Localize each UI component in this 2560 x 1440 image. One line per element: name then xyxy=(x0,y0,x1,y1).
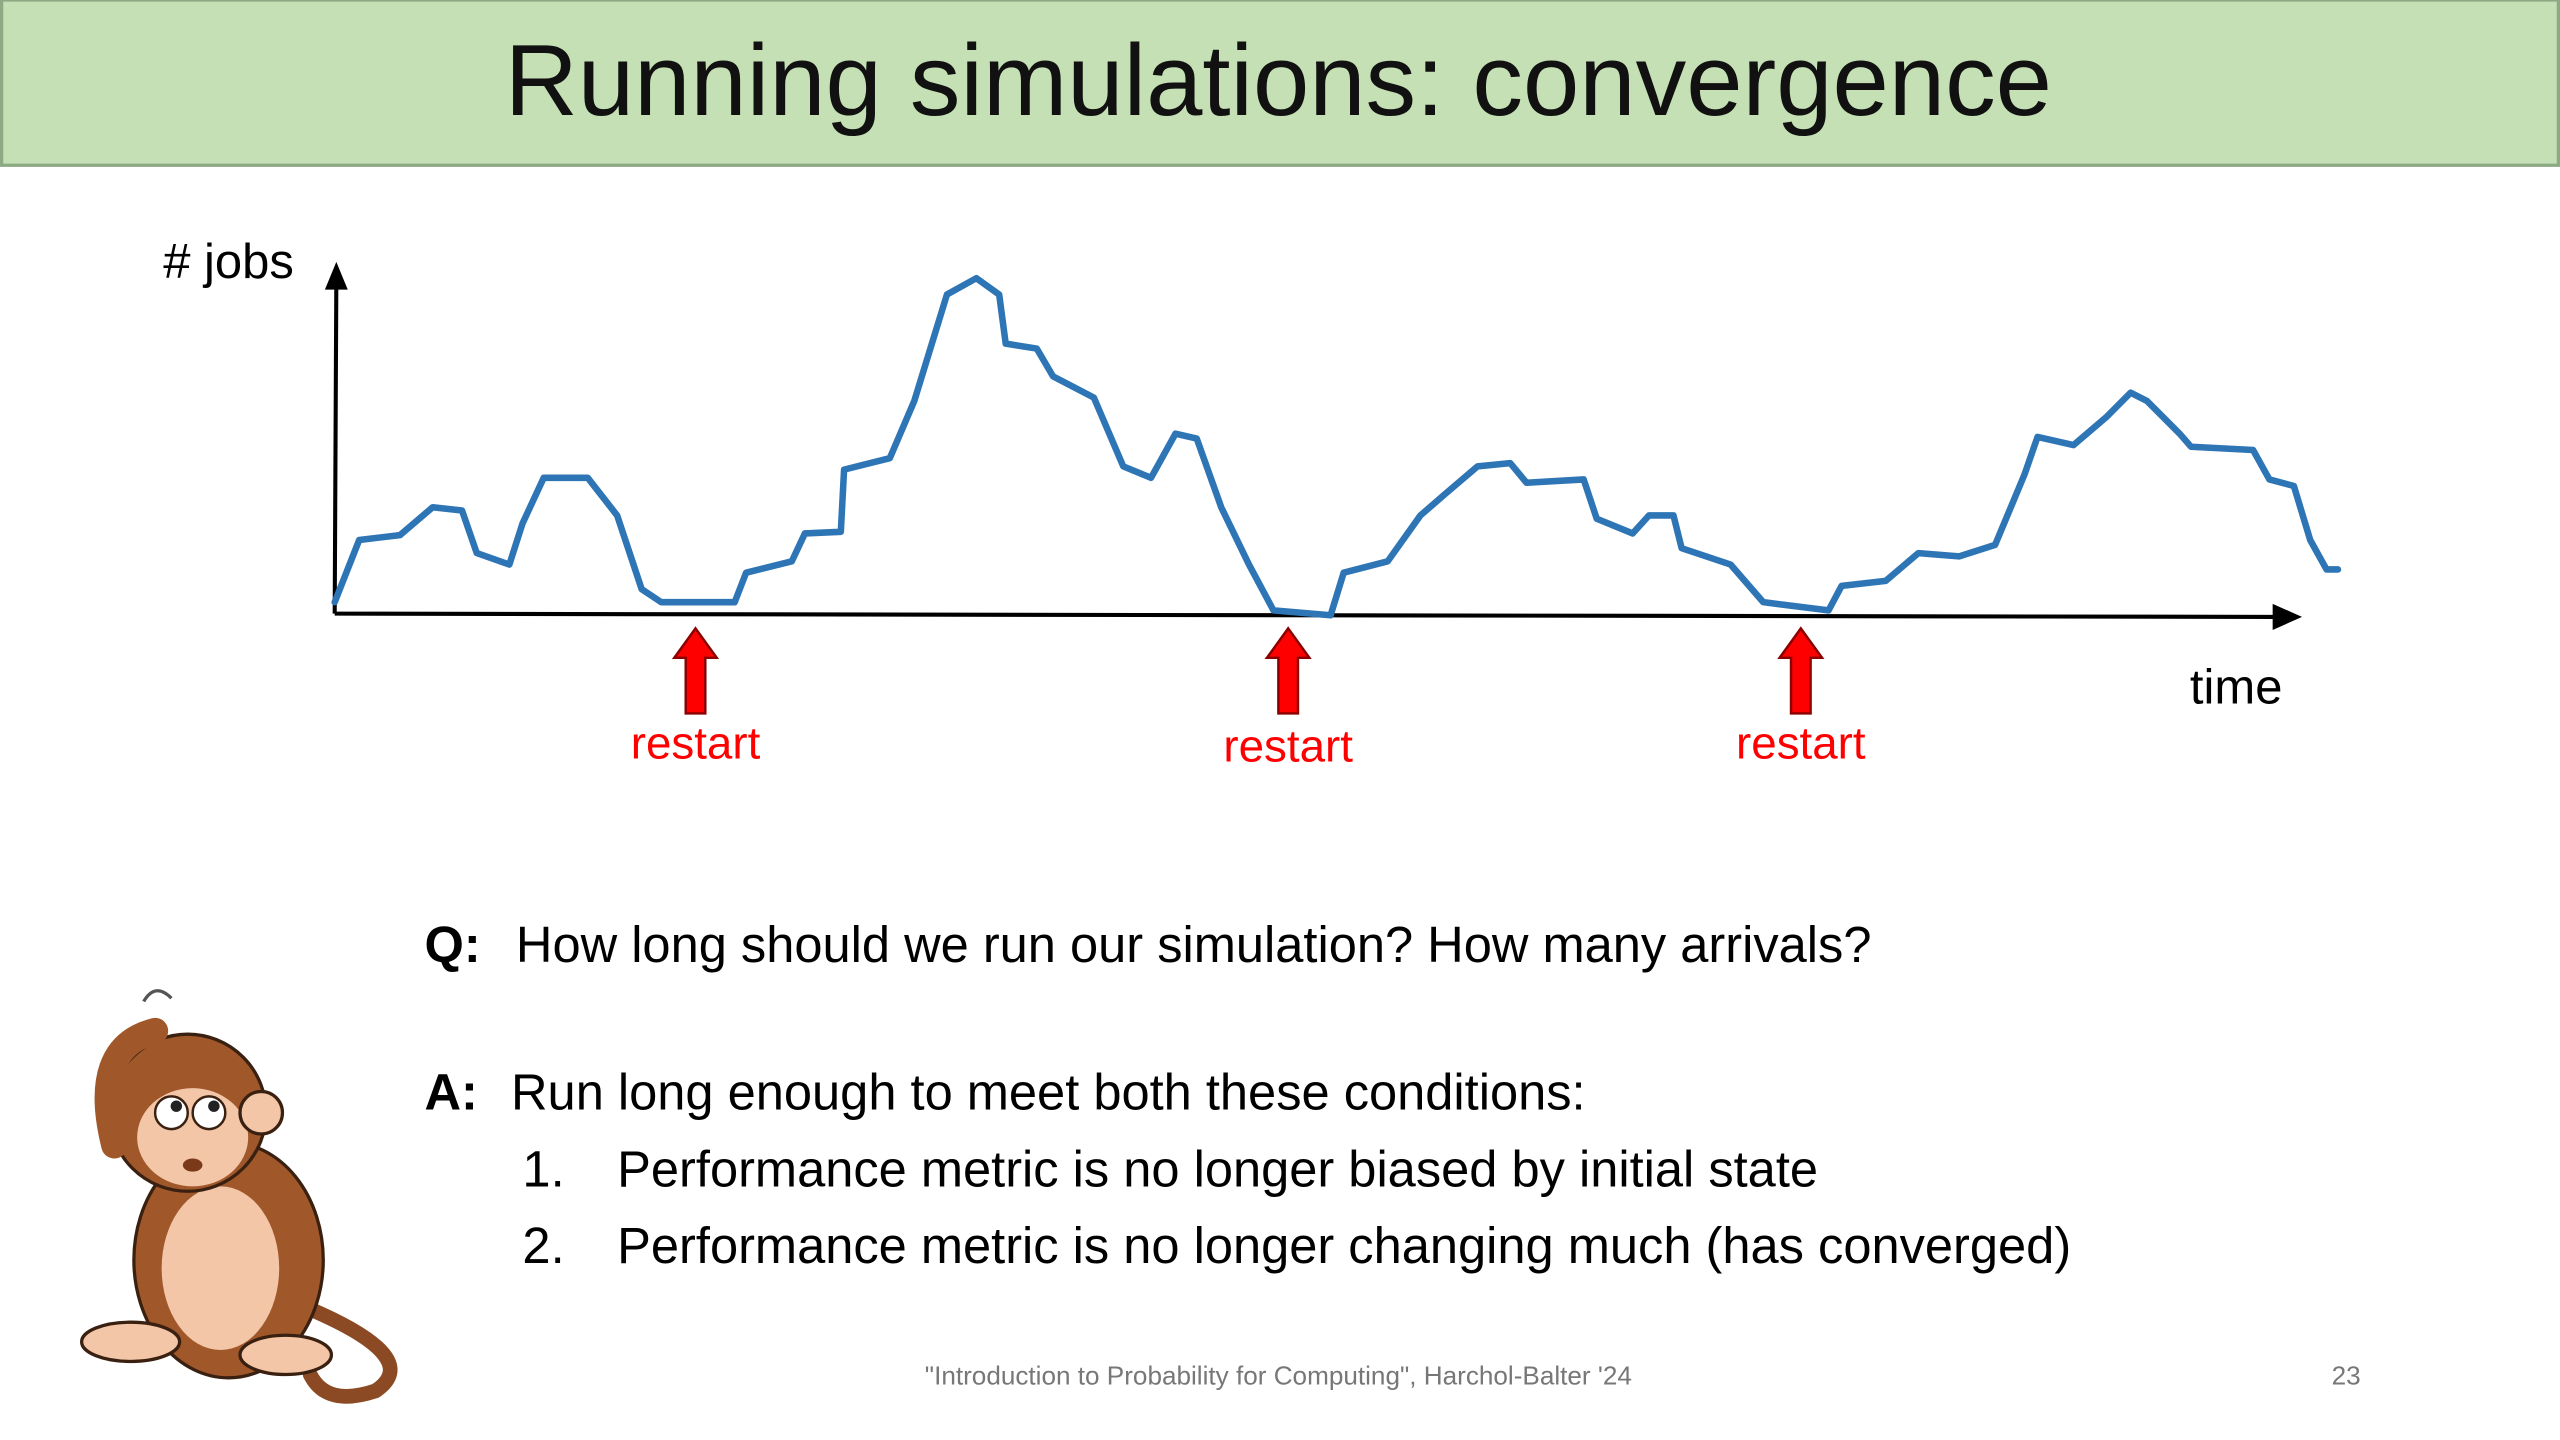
monkey-foot xyxy=(80,1320,182,1364)
restart-arrow xyxy=(1264,626,1312,715)
question-label: Q: xyxy=(424,916,480,973)
list-item: 2. Performance metric is no longer changi… xyxy=(522,1218,2071,1275)
restart-label: restart xyxy=(1736,717,1866,768)
answer: A: Run long enough to meet both these con… xyxy=(424,1064,1585,1121)
question: Q: How long should we run our simulation?… xyxy=(424,916,1871,973)
y-axis-label: # jobs xyxy=(163,235,294,289)
restart-arrow xyxy=(671,626,720,715)
monkey-illustration xyxy=(80,989,398,1404)
title-bar xyxy=(0,0,2560,167)
monkey-pupil xyxy=(170,1100,183,1112)
restart-label: restart xyxy=(1223,721,1353,772)
x-axis-label: time xyxy=(2190,660,2283,714)
item-text: Performance metric is no longer biased b… xyxy=(617,1141,1818,1198)
monkey-arm xyxy=(94,1017,169,1159)
item-number: 2. xyxy=(522,1218,564,1275)
monkey-eye xyxy=(153,1095,189,1131)
question-text: How long should we run our simulation? H… xyxy=(516,916,1872,973)
page-number: 23 xyxy=(2332,1361,2361,1391)
y-axis xyxy=(332,281,339,614)
monkey-pupil xyxy=(208,1100,220,1112)
jobs-curve xyxy=(331,274,2342,619)
monkey-foot xyxy=(238,1333,334,1377)
footer-citation: "Introduction to Probability for Computi… xyxy=(925,1361,1632,1391)
monkey-motion-line xyxy=(142,989,173,1003)
y-axis-arrow xyxy=(324,261,348,290)
item-number: 1. xyxy=(522,1141,564,1198)
monkey-ear xyxy=(238,1089,285,1136)
answer-text: Run long enough to meet both these condi… xyxy=(511,1064,1586,1121)
monkey-tail xyxy=(302,1301,398,1404)
monkey-belly xyxy=(161,1186,280,1350)
restart-label: restart xyxy=(631,717,761,768)
slide-title: Running simulations: convergence xyxy=(505,24,2052,137)
monkey-mouth xyxy=(182,1158,203,1172)
item-text: Performance metric is no longer changing… xyxy=(617,1218,2071,1275)
list-item: 1. Performance metric is no longer biased… xyxy=(522,1141,1818,1198)
restart-arrow xyxy=(1777,626,1825,715)
monkey-eye xyxy=(191,1095,227,1131)
answer-label: A: xyxy=(424,1064,477,1121)
x-axis-arrow xyxy=(2272,603,2303,630)
